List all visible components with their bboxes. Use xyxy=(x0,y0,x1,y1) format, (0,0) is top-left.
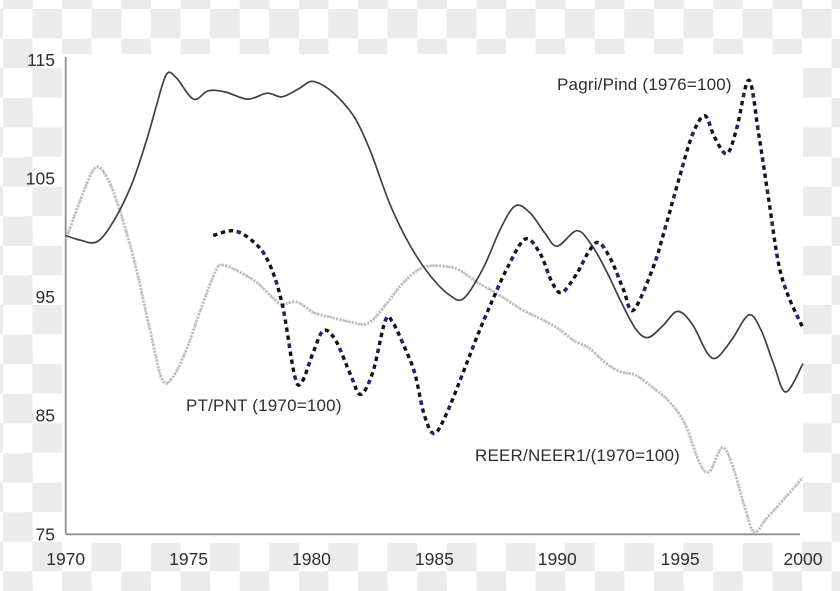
plot-background xyxy=(62,54,803,543)
y-tick-label-105: 105 xyxy=(26,169,55,189)
y-tick-label-95: 95 xyxy=(36,287,55,307)
y-tick-label-85: 85 xyxy=(36,406,55,426)
series-label-pagri-pind: Pagri/Pind (1976=100) xyxy=(557,75,732,94)
y-tick-label-115: 115 xyxy=(27,50,55,70)
x-tick-label-1980: 1980 xyxy=(292,549,331,569)
x-tick-label-1975: 1975 xyxy=(169,549,208,569)
series-line-pt-pnt xyxy=(65,71,804,393)
x-tick-label-1990: 1990 xyxy=(538,549,577,569)
series-line-reer-neer1-texture xyxy=(64,166,804,534)
series-line-reer-neer1 xyxy=(64,165,805,534)
y-tick-label-75: 75 xyxy=(36,524,55,544)
series-label-pt-pnt: PT/PNT (1970=100) xyxy=(186,396,342,415)
x-tick-label-1995: 1995 xyxy=(661,549,700,569)
x-tick-label-1985: 1985 xyxy=(415,549,454,569)
x-tick-label-2000: 2000 xyxy=(784,549,823,569)
series-line-pagri-pind xyxy=(212,78,805,436)
x-tick-label-1970: 1970 xyxy=(46,549,85,569)
series-label-reer-neer1: REER/NEER1/(1970=100) xyxy=(475,446,680,465)
